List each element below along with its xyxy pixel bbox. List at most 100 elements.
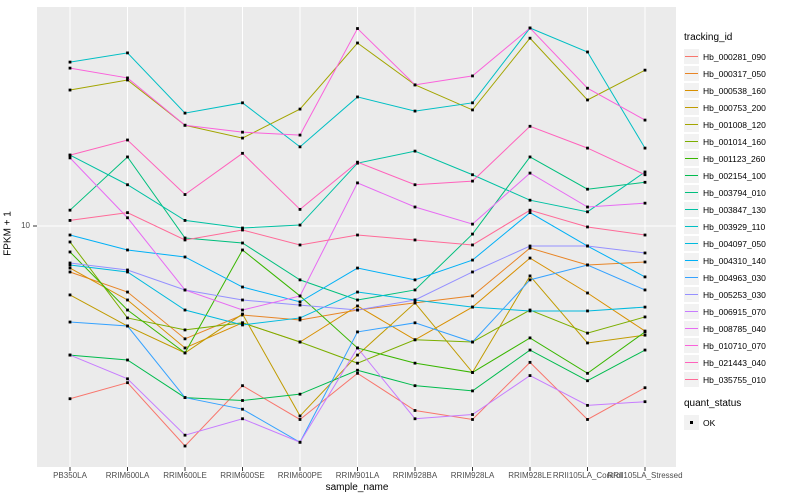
data-point [298,223,302,227]
data-point [528,171,532,175]
data-point [126,324,129,328]
data-point [586,403,589,407]
data-point [298,418,302,421]
data-point [528,256,532,260]
data-point [586,371,589,375]
data-point [356,330,359,334]
legend-key-line-icon [684,117,699,132]
data-point [356,308,359,312]
data-point [183,123,187,127]
data-point [586,418,589,421]
data-point [68,88,72,92]
legend-item-label: Hb_002154_100 [703,170,766,181]
data-point [413,238,417,242]
data-point [68,261,72,265]
data-point [528,208,532,212]
legend-key-line-icon [684,219,699,234]
legend-item-label: Hb_000753_200 [703,102,766,113]
data-point [68,153,72,157]
data-point [586,263,589,267]
x-tick-label: PB350LA [53,471,87,480]
data-point [241,321,244,325]
legend-title-quant-status: quant_status [684,398,742,409]
data-point [528,348,532,352]
data-point [528,360,532,364]
data-point [241,298,244,302]
data-point [126,211,129,215]
data-point [298,294,302,298]
data-point [241,248,244,252]
data-point [643,201,647,205]
data-point [528,124,532,128]
data-point [471,173,474,177]
data-point [241,151,244,155]
data-point [586,225,589,229]
data-point [183,396,187,399]
legend-item-Hb_001123_260: Hb_001123_260 [684,150,798,167]
legend-key-line-icon [684,287,699,302]
legend-item-Hb_004310_140: Hb_004310_140 [684,252,798,269]
data-point [241,407,244,411]
legend-key-line-icon [684,151,699,166]
data-point [356,95,359,99]
data-point [183,308,187,312]
legend-key-line-icon [684,49,699,64]
legend-tracking-items: Hb_000281_090 Hb_000317_050 Hb_000538_160 H… [684,48,798,388]
data-point [68,320,72,324]
legend-item-Hb_005253_030: Hb_005253_030 [684,286,798,303]
data-point [471,305,474,309]
data-point [643,348,647,352]
data-point [643,315,647,319]
data-point [241,384,244,388]
data-point [413,109,417,113]
data-point [471,418,474,421]
data-point [643,288,647,292]
data-point [413,83,417,87]
data-point [586,187,589,191]
legend-item-Hb_001008_120: Hb_001008_120 [684,116,798,133]
legend-item-label: Hb_003794_010 [703,187,766,198]
data-point [586,146,589,150]
x-tick-label: RRIM901LA [335,471,380,480]
legend-item-label: Hb_003929_110 [703,221,766,232]
data-point [643,275,647,279]
data-point [586,205,589,209]
legend-item-Hb_003929_110: Hb_003929_110 [684,218,798,235]
x-tick-label: RRII105LA_Control [552,471,623,480]
data-point [586,309,589,313]
data-point [586,291,589,295]
legend-item-label: Hb_001014_160 [703,136,766,147]
x-tick-label: RRIM600SE [220,471,265,480]
data-point [528,211,532,215]
y-axis-tick-label: 10 [21,221,30,230]
data-point [413,149,417,153]
data-point [471,74,474,78]
x-tick-label: RRIM600LE [163,471,207,480]
data-point [183,346,187,350]
data-point [528,26,532,30]
legend-item-ok: OK [684,414,798,431]
data-point [471,340,474,344]
legend-key-line-icon [684,270,699,285]
data-point [298,303,302,307]
data-point [183,328,187,332]
data-point [643,260,647,264]
data-point [471,243,474,247]
data-point [241,101,244,105]
data-point [68,250,72,254]
data-point [356,233,359,237]
data-point [643,146,647,150]
data-point [528,36,532,40]
legend-item-label: Hb_004310_140 [703,255,766,266]
data-point [413,183,417,187]
data-point [586,379,589,383]
data-point [471,413,474,416]
data-point [126,138,129,142]
legend: tracking_id Hb_000281_090 Hb_000317_050 Hb… [684,32,798,431]
data-point [413,278,417,282]
data-point [356,266,359,270]
data-point [586,341,589,345]
data-point [241,228,244,232]
data-point [471,294,474,298]
data-point [68,233,72,237]
